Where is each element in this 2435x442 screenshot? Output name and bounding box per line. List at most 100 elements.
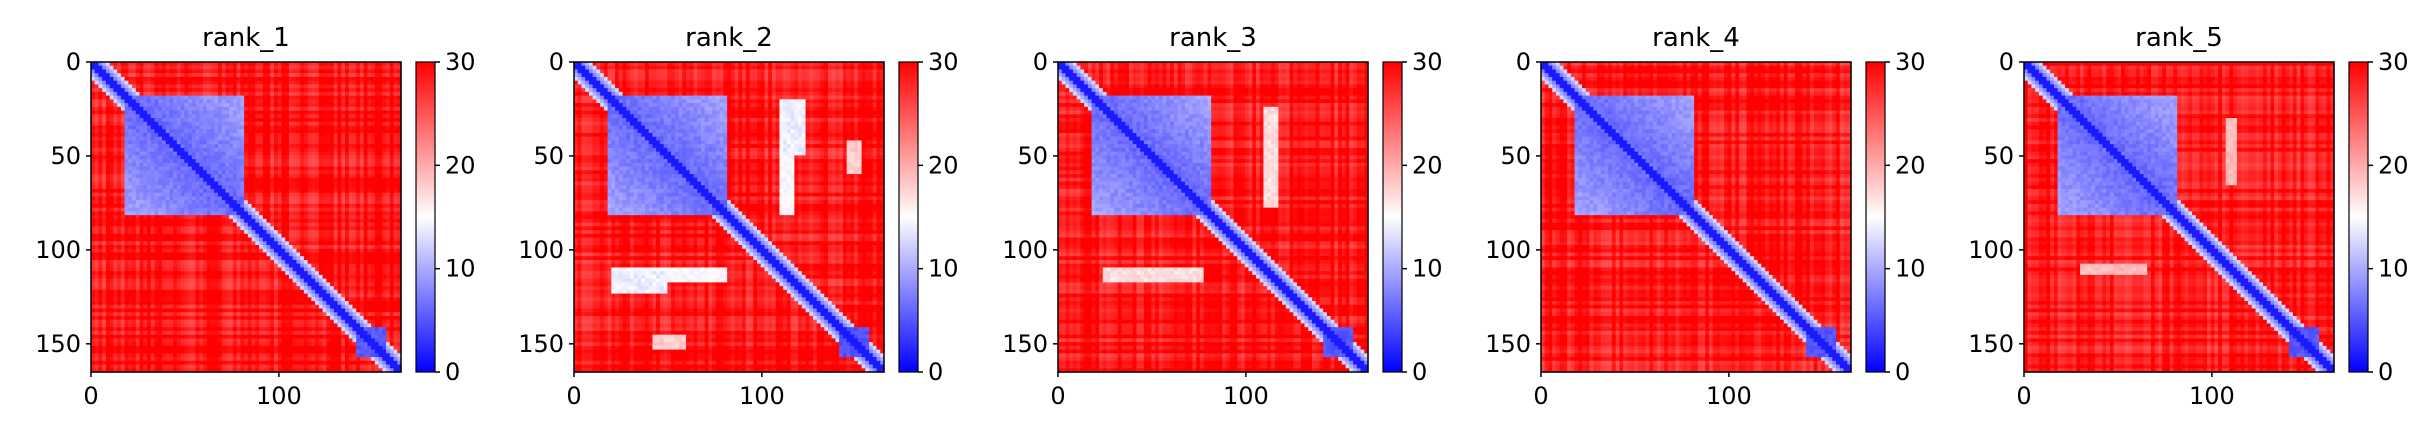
heatmap-cell (173, 140, 178, 145)
heatmap-cell (236, 73, 241, 78)
heatmap-cell (161, 315, 167, 321)
heatmap-cell (210, 334, 215, 339)
heatmap-cell (341, 170, 346, 175)
heatmap-cell (203, 319, 208, 325)
heatmap-cell (217, 263, 223, 269)
heatmap-cell (352, 159, 357, 164)
heatmap-cell (184, 267, 189, 272)
heatmap-cell (91, 256, 96, 261)
heatmap-cell (165, 103, 171, 108)
heatmap-cell (91, 233, 96, 239)
heatmap-cell (214, 200, 219, 205)
heatmap-cell (206, 315, 212, 321)
heatmap-cell (113, 241, 118, 246)
heatmap-cell (210, 174, 215, 179)
heatmap-cell (176, 267, 182, 272)
heatmap-cell (367, 80, 372, 85)
heatmap-cell (120, 110, 126, 115)
heatmap-cell (333, 114, 339, 119)
heatmap-cell (240, 174, 245, 179)
heatmap-cell (251, 129, 256, 134)
heatmap-cell (318, 110, 324, 115)
heatmap-cell (139, 233, 144, 239)
heatmap-cell (274, 181, 279, 186)
heatmap-cell (221, 207, 227, 212)
heatmap-cell (135, 188, 141, 194)
heatmap-cell (161, 323, 167, 328)
heatmap-cell (113, 323, 118, 328)
heatmap-cell (232, 159, 238, 164)
heatmap-cell (120, 263, 126, 269)
heatmap-cell (311, 84, 316, 89)
heatmap-cell (229, 140, 234, 145)
heatmap-cell (217, 99, 223, 104)
heatmap-cell (337, 99, 342, 104)
heatmap-cell (94, 259, 100, 265)
heatmap-cell (139, 155, 144, 160)
heatmap-cell (236, 136, 241, 142)
heatmap-cell (150, 304, 156, 310)
heatmap-cell (120, 338, 126, 343)
heatmap-cell (173, 132, 178, 138)
heatmap-cell (91, 125, 96, 130)
heatmap-cell (135, 185, 141, 190)
heatmap-cell (206, 338, 212, 343)
heatmap-cell (303, 162, 309, 168)
heatmap-cell (214, 121, 219, 127)
heatmap-cell (236, 166, 241, 171)
heatmap-cell (176, 192, 182, 198)
heatmap-cell (344, 62, 350, 67)
heatmap-cell (277, 207, 283, 212)
heatmap-cell (214, 166, 219, 171)
heatmap-cell (326, 188, 331, 194)
heatmap-cell (139, 297, 144, 302)
heatmap-cell (117, 267, 122, 272)
heatmap-cell (374, 69, 380, 74)
heatmap-cell (292, 106, 298, 112)
heatmap-cell (165, 114, 171, 119)
heatmap-cell (117, 233, 122, 239)
heatmap-cell (117, 181, 122, 186)
heatmap-cell (348, 177, 354, 183)
heatmap-cell (128, 185, 133, 190)
heatmap-cell (94, 151, 100, 156)
heatmap-cell (158, 248, 163, 254)
heatmap-cell (109, 241, 114, 246)
heatmap-cell (135, 226, 141, 231)
heatmap-cell (214, 62, 219, 67)
heatmap-cell (105, 357, 111, 362)
heatmap-cell (393, 140, 398, 145)
heatmap-cell (195, 293, 200, 298)
heatmap-cell (143, 263, 148, 269)
heatmap-cell (143, 91, 148, 97)
heatmap-cell (393, 181, 398, 186)
heatmap-cell (184, 256, 189, 261)
heatmap-cell (139, 222, 144, 227)
heatmap-cell (105, 271, 111, 276)
heatmap-cell (262, 88, 268, 93)
heatmap-cell (274, 203, 279, 209)
heatmap-cell (247, 80, 253, 85)
heatmap-cell (363, 132, 368, 138)
heatmap-cell (274, 132, 279, 138)
heatmap-cell (225, 237, 230, 242)
heatmap-cell (217, 140, 223, 145)
heatmap-cell (191, 297, 197, 302)
heatmap-cell (341, 103, 346, 108)
heatmap-cell (300, 91, 305, 97)
heatmap-cell (91, 293, 96, 298)
heatmap-cell (203, 62, 208, 67)
heatmap-cell (147, 286, 152, 291)
heatmap-cell (206, 345, 212, 351)
heatmap-cell (341, 73, 346, 78)
heatmap-cell (147, 289, 152, 295)
heatmap-cell (303, 177, 309, 183)
heatmap-cell (285, 144, 290, 149)
heatmap-cell (109, 200, 114, 205)
heatmap-cell (206, 76, 212, 82)
heatmap-cell (154, 110, 159, 115)
heatmap-cell (214, 103, 219, 108)
heatmap-cell (221, 151, 227, 156)
heatmap-cell (128, 230, 133, 235)
heatmap-cell (135, 215, 141, 220)
